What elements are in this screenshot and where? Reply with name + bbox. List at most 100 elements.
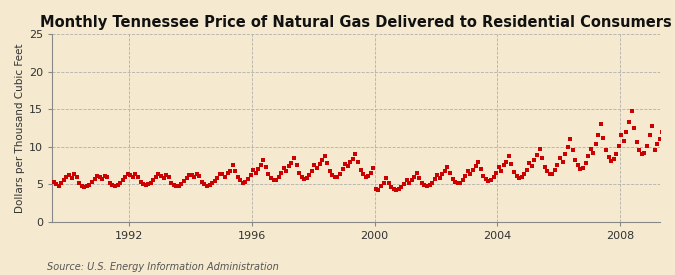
- Point: [140, 183, 151, 187]
- Point: [289, 156, 300, 160]
- Point: [102, 175, 113, 180]
- Point: [335, 171, 346, 176]
- Point: [173, 183, 184, 188]
- Point: [205, 183, 215, 187]
- Point: [107, 183, 118, 187]
- Point: [61, 174, 72, 179]
- Point: [532, 153, 543, 157]
- Point: [299, 177, 310, 181]
- Point: [670, 156, 675, 160]
- Point: [555, 156, 566, 160]
- Point: [338, 167, 348, 171]
- Point: [56, 181, 67, 186]
- Point: [485, 178, 496, 183]
- Point: [647, 123, 657, 128]
- Point: [340, 162, 350, 166]
- Point: [435, 176, 446, 180]
- Point: [53, 184, 64, 189]
- Point: [605, 159, 616, 163]
- Point: [654, 137, 665, 141]
- Point: [491, 171, 502, 175]
- Point: [355, 168, 366, 172]
- Point: [348, 156, 358, 161]
- Point: [608, 157, 619, 162]
- Point: [432, 173, 443, 177]
- Point: [516, 175, 527, 180]
- Point: [112, 183, 123, 187]
- Point: [544, 172, 555, 177]
- Point: [176, 182, 187, 186]
- Point: [345, 160, 356, 164]
- Point: [458, 177, 468, 182]
- Point: [276, 171, 287, 175]
- Point: [304, 173, 315, 177]
- Point: [506, 162, 517, 166]
- Point: [437, 172, 448, 177]
- Point: [611, 152, 622, 156]
- Point: [242, 177, 253, 181]
- Point: [562, 144, 573, 149]
- Point: [358, 172, 369, 177]
- Point: [603, 155, 614, 159]
- Point: [184, 173, 194, 177]
- Y-axis label: Dollars per Thousand Cubic Feet: Dollars per Thousand Cubic Feet: [15, 43, 25, 213]
- Point: [135, 180, 146, 184]
- Point: [401, 178, 412, 183]
- Point: [248, 168, 259, 172]
- Point: [419, 183, 430, 187]
- Point: [442, 165, 453, 169]
- Point: [132, 174, 143, 179]
- Point: [439, 169, 450, 173]
- Point: [667, 157, 675, 162]
- Point: [468, 168, 479, 172]
- Point: [368, 166, 379, 170]
- Point: [202, 183, 213, 188]
- Point: [534, 147, 545, 151]
- Point: [76, 183, 87, 188]
- Point: [51, 182, 61, 186]
- Point: [325, 169, 335, 174]
- Point: [575, 167, 586, 171]
- Point: [230, 169, 240, 174]
- Point: [59, 178, 70, 183]
- Point: [409, 174, 420, 179]
- Point: [240, 180, 251, 184]
- Point: [84, 183, 95, 187]
- Point: [462, 169, 473, 174]
- Point: [498, 163, 509, 167]
- Point: [639, 150, 650, 155]
- Point: [306, 169, 317, 173]
- Point: [447, 177, 458, 181]
- Point: [261, 165, 271, 169]
- Point: [284, 164, 294, 168]
- Point: [637, 152, 647, 156]
- Point: [143, 182, 154, 186]
- Point: [568, 148, 578, 153]
- Point: [624, 120, 634, 124]
- Point: [291, 163, 302, 167]
- Title: Monthly Tennessee Price of Natural Gas Delivered to Residential Consumers: Monthly Tennessee Price of Natural Gas D…: [40, 15, 672, 30]
- Point: [552, 163, 563, 167]
- Point: [560, 152, 570, 156]
- Point: [105, 180, 115, 185]
- Point: [196, 180, 207, 184]
- Point: [508, 170, 519, 174]
- Point: [227, 163, 238, 167]
- Point: [396, 185, 407, 189]
- Point: [329, 175, 340, 180]
- Point: [629, 126, 640, 130]
- Point: [373, 188, 384, 192]
- Point: [286, 161, 297, 165]
- Point: [631, 140, 642, 144]
- Point: [97, 177, 107, 181]
- Point: [634, 147, 645, 152]
- Point: [472, 160, 483, 164]
- Point: [649, 148, 660, 153]
- Point: [539, 165, 550, 169]
- Point: [48, 180, 59, 184]
- Point: [578, 166, 589, 170]
- Point: [659, 141, 670, 145]
- Point: [519, 172, 530, 177]
- Point: [493, 165, 504, 169]
- Point: [504, 154, 514, 159]
